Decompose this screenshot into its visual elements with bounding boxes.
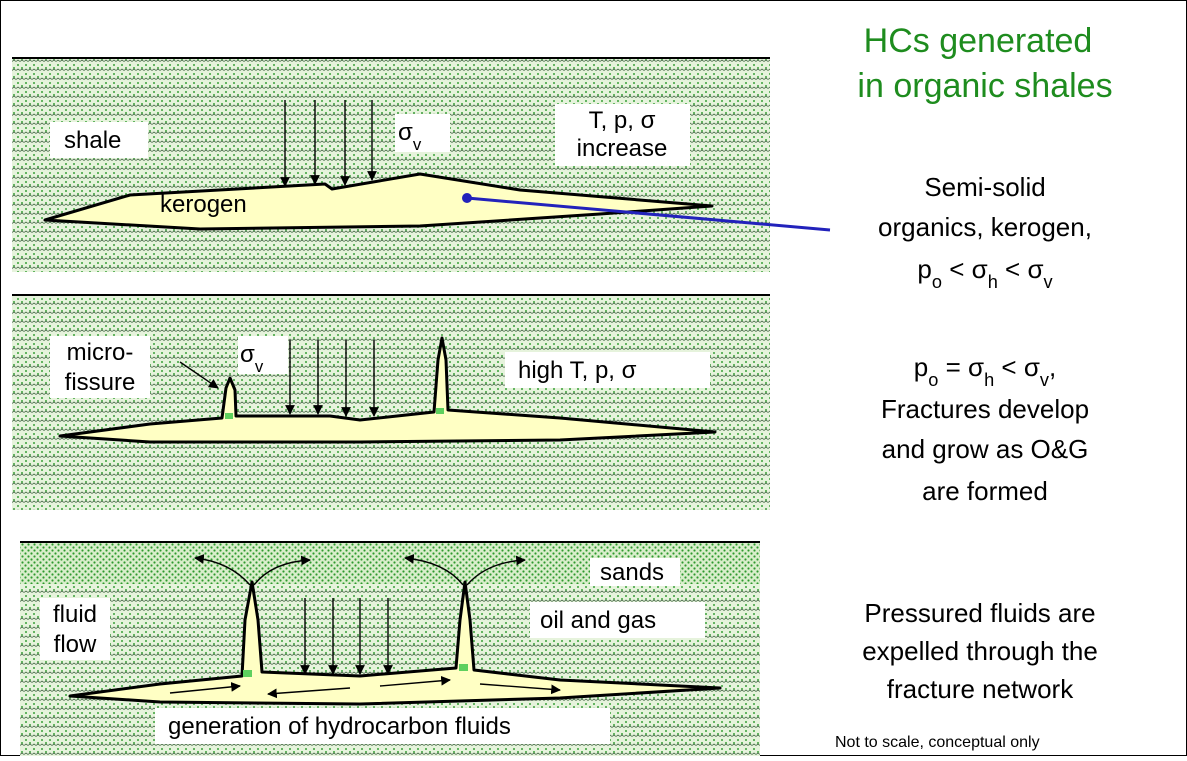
formula: po = σh < σv, [914, 352, 1056, 390]
subscript: v [413, 135, 422, 154]
description: Fractures develop [881, 394, 1089, 424]
subscript: v [255, 357, 264, 376]
label: high T, p, σ [518, 357, 637, 384]
panel-1: shale σv T, p, σ increase kerogen [12, 57, 831, 272]
title: HCs generated [864, 22, 1093, 60]
formula: po < σh < σv [917, 254, 1053, 292]
subscript: h [984, 370, 994, 390]
formula-part: = σ [938, 352, 984, 382]
subscript: v [1040, 370, 1050, 390]
panel-3: sands fluid flow oil and gas generation … [20, 541, 760, 756]
description: and grow as O&G [882, 434, 1089, 464]
subscript: o [928, 370, 938, 390]
formula: σv [240, 341, 264, 376]
label: kerogen [160, 191, 247, 218]
description: fracture network [887, 674, 1074, 704]
title: in organic shales [857, 67, 1112, 105]
description: Semi-solid [924, 172, 1045, 202]
subscript: v [1044, 272, 1054, 292]
label: flow [54, 631, 97, 658]
label: fluid [53, 601, 97, 628]
label: shale [64, 127, 121, 154]
formula: σv [398, 119, 422, 154]
description: Pressured fluids are [864, 598, 1095, 628]
label: T, p, σ [589, 107, 656, 134]
description: expelled through the [862, 636, 1098, 666]
panel-2: micro- fissure σv high T, p, σ [12, 294, 770, 510]
subscript: o [932, 272, 942, 292]
label: fissure [65, 369, 136, 396]
subscript: h [988, 272, 998, 292]
formula-part: < σ [998, 254, 1044, 284]
description: organics, kerogen, [878, 212, 1092, 242]
label: sands [600, 559, 664, 586]
formula-part: σ [240, 341, 255, 368]
label: micro- [67, 339, 134, 366]
label: generation of hydrocarbon fluids [168, 713, 511, 740]
description: are formed [922, 476, 1048, 506]
formula-part: , [1049, 352, 1056, 382]
formula-part: p [917, 254, 931, 284]
formula-part: < σ [994, 352, 1040, 382]
footnote: Not to scale, conceptual only [835, 734, 1040, 751]
label: increase [577, 135, 668, 162]
formula-part: σ [398, 119, 413, 146]
label: oil and gas [540, 607, 656, 634]
formula-part: p [914, 352, 928, 382]
formula-part: < σ [942, 254, 988, 284]
